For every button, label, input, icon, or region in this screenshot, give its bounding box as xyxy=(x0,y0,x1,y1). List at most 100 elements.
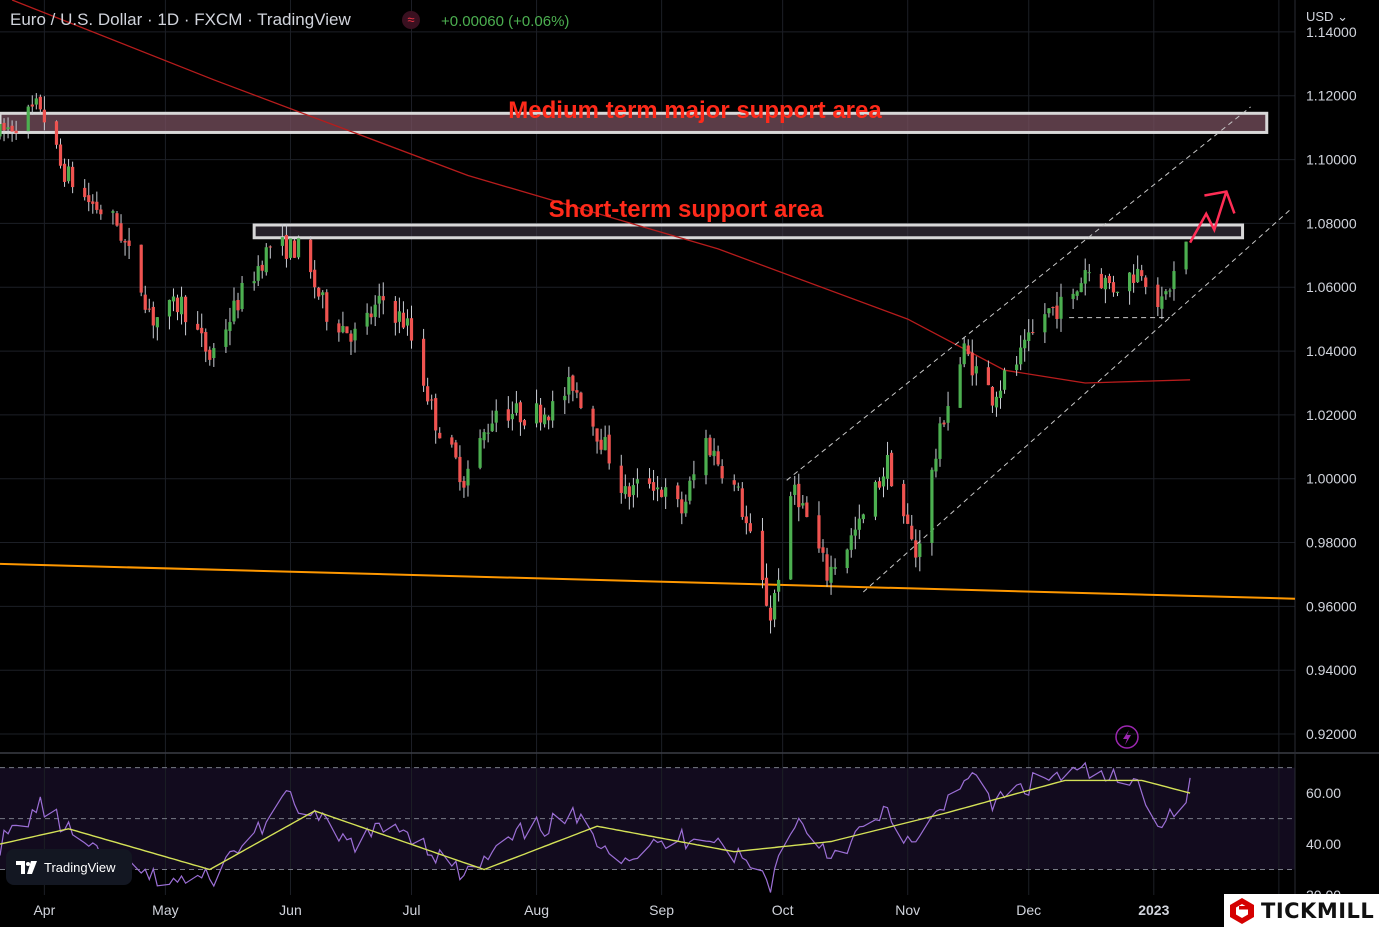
candle-body-209 xyxy=(1172,271,1176,290)
candle-body-55 xyxy=(309,239,313,273)
candle-body-192 xyxy=(1079,283,1083,293)
candle-body-135 xyxy=(760,530,765,580)
candle-125 xyxy=(704,429,708,485)
candle-193 xyxy=(1083,258,1087,296)
candle-body-87 xyxy=(486,432,490,434)
candle-body-110 xyxy=(619,465,623,493)
candle-163 xyxy=(914,529,918,568)
candle-body-124 xyxy=(692,474,696,481)
candle-body-17 xyxy=(91,201,95,204)
candle-body-128 xyxy=(716,451,720,465)
indicator-icon[interactable]: ≈ xyxy=(402,11,420,29)
candle-body-134 xyxy=(748,523,752,532)
candle-body-150 xyxy=(845,549,849,569)
candle-31 xyxy=(171,288,176,312)
candle-body-169 xyxy=(946,406,950,423)
price-tick-6: 1.02000 xyxy=(1306,407,1357,423)
candle-body-78 xyxy=(434,398,438,431)
annotation-1: Short-term support area xyxy=(549,196,824,223)
candle-159 xyxy=(889,450,894,487)
candle-body-129 xyxy=(720,466,724,479)
candle-196 xyxy=(1103,275,1107,304)
price-tick-7: 1.00000 xyxy=(1306,471,1357,487)
candle-body-114 xyxy=(635,479,640,484)
candle-body-187 xyxy=(1051,307,1055,309)
candle-body-22 xyxy=(119,223,123,241)
candle-13 xyxy=(66,159,71,184)
candle-79 xyxy=(438,427,442,439)
candle-body-146 xyxy=(821,547,825,553)
candle-body-23 xyxy=(123,240,127,243)
candle-body-204 xyxy=(1144,277,1148,287)
time-tick-4: Aug xyxy=(524,902,549,918)
candle-body-165 xyxy=(930,469,934,543)
candle-88 xyxy=(490,410,494,432)
candle-126 xyxy=(708,434,712,458)
candle-body-41 xyxy=(228,322,232,331)
candle-2 xyxy=(6,117,10,139)
candle-body-132 xyxy=(740,488,744,517)
candle-108 xyxy=(603,425,607,451)
candle-60 xyxy=(337,319,341,342)
candle-61 xyxy=(341,311,345,334)
candle-208 xyxy=(1168,288,1172,298)
price-tick-0: 1.14000 xyxy=(1306,24,1357,40)
time-tick-5: Sep xyxy=(649,902,674,918)
candle-body-62 xyxy=(345,326,349,334)
candle-84 xyxy=(466,460,470,497)
candle-body-14 xyxy=(71,166,75,188)
projection-arrowhead xyxy=(1204,190,1236,214)
candle-body-19 xyxy=(99,209,103,215)
candle-90 xyxy=(506,396,510,428)
candle-191 xyxy=(1075,290,1079,301)
candle-48 xyxy=(264,243,268,276)
candle-82 xyxy=(458,445,462,491)
candle-body-172 xyxy=(966,345,970,355)
candle-6 xyxy=(30,95,34,115)
candle-9 xyxy=(42,96,46,131)
candle-body-130 xyxy=(732,480,736,485)
candle-body-138 xyxy=(772,593,777,620)
candle-body-32 xyxy=(175,297,180,313)
candle-body-95 xyxy=(534,403,539,424)
candle-65 xyxy=(365,303,369,335)
candle-body-141 xyxy=(793,484,797,495)
candle-173 xyxy=(970,339,974,386)
candle-29 xyxy=(155,317,159,341)
candle-110 xyxy=(619,454,623,504)
candle-102 xyxy=(571,374,575,402)
tradingview-icon xyxy=(16,860,37,874)
candle-body-96 xyxy=(538,404,543,423)
candle-16 xyxy=(87,182,91,212)
time-tick-0: Apr xyxy=(33,902,55,918)
candle-body-50 xyxy=(280,237,284,246)
candle-156 xyxy=(877,477,882,490)
candle-body-15 xyxy=(83,187,87,198)
candle-186 xyxy=(1047,308,1051,318)
tickmill-logo: TICKMILL xyxy=(1224,894,1379,927)
currency-selector[interactable]: USD ⌄ xyxy=(1306,9,1348,24)
candle-body-12 xyxy=(62,163,67,182)
candle-134 xyxy=(748,513,752,534)
candle-body-202 xyxy=(1136,268,1140,283)
candle-body-45 xyxy=(252,281,256,284)
candle-body-53 xyxy=(292,240,297,258)
candle-87 xyxy=(486,423,490,443)
candle-101 xyxy=(567,366,571,404)
candle-106 xyxy=(595,428,599,454)
candle-body-37 xyxy=(204,332,208,352)
candle-181 xyxy=(1019,335,1023,371)
candle-46 xyxy=(256,255,260,287)
candle-body-174 xyxy=(974,366,978,374)
candle-149 xyxy=(833,558,837,575)
candle-153 xyxy=(857,504,861,540)
time-tick-3: Jul xyxy=(403,902,421,918)
candles xyxy=(0,93,1188,634)
candle-body-180 xyxy=(1015,364,1019,371)
candle-83 xyxy=(462,476,466,498)
candle-139 xyxy=(777,568,781,602)
time-tick-6: Oct xyxy=(772,902,794,918)
flash-icon xyxy=(1115,725,1139,749)
candle-33 xyxy=(179,286,184,325)
